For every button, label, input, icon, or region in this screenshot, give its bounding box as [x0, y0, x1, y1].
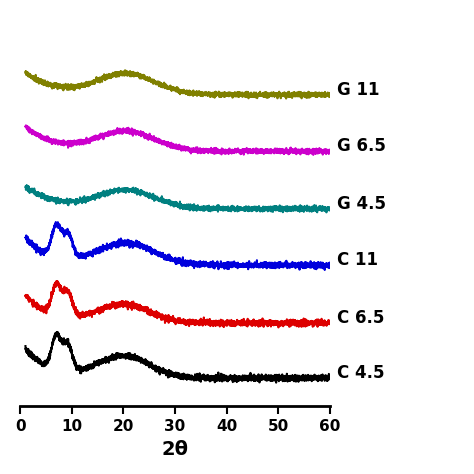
Text: C 11: C 11 — [337, 251, 378, 269]
Text: C 4.5: C 4.5 — [337, 364, 385, 382]
Text: G 11: G 11 — [337, 81, 380, 99]
Text: C 6.5: C 6.5 — [337, 309, 385, 327]
X-axis label: 2θ: 2θ — [162, 440, 189, 459]
Text: G 4.5: G 4.5 — [337, 195, 386, 213]
Text: G 6.5: G 6.5 — [337, 137, 386, 155]
